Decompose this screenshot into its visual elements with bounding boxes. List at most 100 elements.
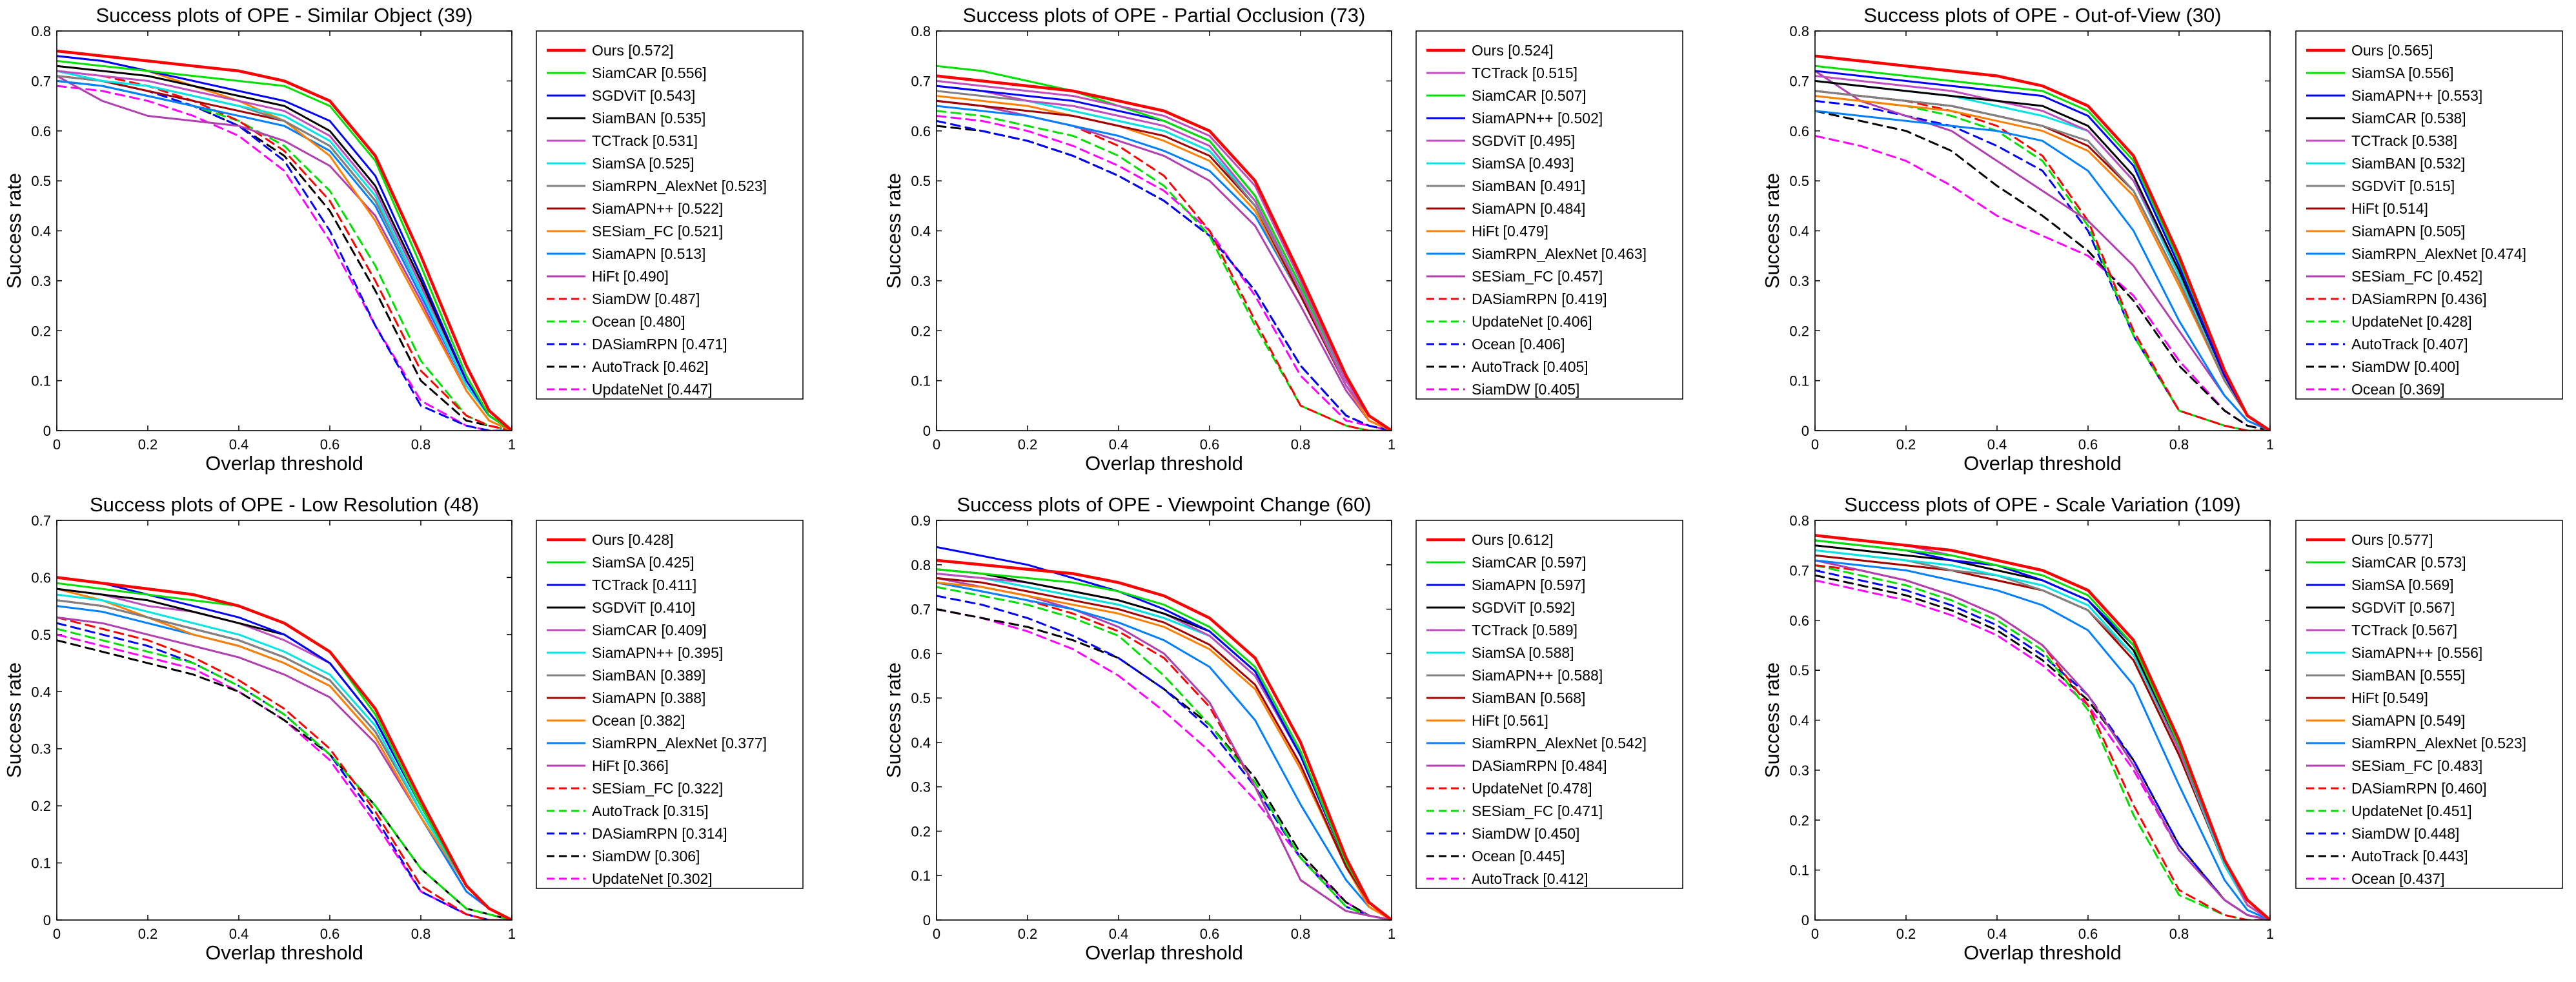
series-line-SiamDW xyxy=(57,639,512,920)
axes-frame xyxy=(1814,30,2271,431)
y-tick-label: 0 xyxy=(923,423,931,439)
legend-entry: SiamSA [0.425] xyxy=(592,554,695,571)
legend-entry: AutoTrack [0.462] xyxy=(592,358,709,375)
legend-entry: DASiamRPN [0.471] xyxy=(592,336,727,353)
x-axis-label: Overlap threshold xyxy=(1963,941,2122,964)
y-axis-label: Success rate xyxy=(3,662,25,778)
x-tick-label: 1 xyxy=(1388,926,1395,942)
legend-entry: Ours [0.428] xyxy=(592,531,674,548)
series-line-SGDViT xyxy=(1815,90,2270,431)
x-tick-label: 0.8 xyxy=(2169,436,2189,453)
x-tick-label: 0.6 xyxy=(320,926,340,942)
y-tick-label: 0.3 xyxy=(1789,273,1809,289)
y-axis-label: Success rate xyxy=(882,662,905,778)
y-tick-label: 0.9 xyxy=(911,513,931,529)
series-lines xyxy=(57,576,512,920)
legend-entry: SiamCAR [0.573] xyxy=(2351,554,2466,571)
y-tick-label: 0.1 xyxy=(1789,863,1809,879)
legend-entry: UpdateNet [0.447] xyxy=(592,381,713,398)
legend-entry: SiamRPN_AlexNet [0.377] xyxy=(592,735,767,752)
legend-entry: SiamBAN [0.568] xyxy=(1472,690,1585,706)
legend-entry: SiamAPN++ [0.522] xyxy=(592,200,723,217)
y-tick-label: 0.7 xyxy=(911,73,931,89)
series-line-SiamDW xyxy=(57,70,512,431)
legend-entry: DASiamRPN [0.460] xyxy=(2351,780,2487,797)
x-tick-label: 0 xyxy=(1811,436,1819,453)
legend-entry: Ocean [0.437] xyxy=(2351,870,2445,887)
y-tick-label: 0.3 xyxy=(911,779,931,795)
legend-entry: SiamRPN_AlexNet [0.523] xyxy=(592,178,767,194)
legend-entry: HiFt [0.366] xyxy=(592,757,669,774)
y-tick-label: 0.1 xyxy=(1789,373,1809,389)
y-tick-label: 0.4 xyxy=(31,223,51,240)
legend-entry: SiamAPN++ [0.395] xyxy=(592,644,723,661)
series-line-SiamRPN_AlexNet xyxy=(937,581,1392,920)
x-tick-label: 0.4 xyxy=(1109,926,1129,942)
legend-entry: SiamBAN [0.555] xyxy=(2351,667,2465,684)
legend-entry: TCTrack [0.531] xyxy=(592,132,698,149)
y-tick-label: 0.5 xyxy=(911,173,931,189)
legend-entry: SESiam_FC [0.457] xyxy=(1472,268,1603,285)
legend-entry: HiFt [0.514] xyxy=(2351,200,2428,217)
series-line-Ours xyxy=(1815,533,2270,920)
legend-entry: SGDViT [0.410] xyxy=(592,599,695,616)
x-tick-label: 1 xyxy=(2266,926,2274,942)
legend-entry: SGDViT [0.567] xyxy=(2351,599,2455,616)
y-tick-label: 0.1 xyxy=(911,373,931,389)
y-tick-label: 0 xyxy=(43,912,51,928)
legend-box xyxy=(1415,30,1683,400)
y-tick-label: 0.7 xyxy=(911,602,931,618)
x-tick-label: 0.4 xyxy=(229,926,249,942)
legend-entry: DASiamRPN [0.436] xyxy=(2351,291,2487,307)
legend-entry: SiamDW [0.400] xyxy=(2351,358,2459,375)
legend-entry: Ours [0.577] xyxy=(2351,531,2433,548)
y-tick-label: 0.8 xyxy=(31,23,51,39)
x-tick-label: 0.4 xyxy=(1109,436,1129,453)
legend-entry: SiamBAN [0.535] xyxy=(592,110,705,127)
legend-entry: SESiam_FC [0.471] xyxy=(1472,803,1603,819)
x-tick-label: 0.2 xyxy=(1018,926,1038,942)
y-tick-label: 0.4 xyxy=(1789,223,1809,240)
y-tick-label: 0.5 xyxy=(1789,173,1809,189)
legend-entry: Ours [0.572] xyxy=(592,42,674,59)
series-line-Ours xyxy=(937,74,1392,431)
x-tick-label: 0.8 xyxy=(411,926,431,942)
legend-entry: SiamAPN++ [0.556] xyxy=(2351,644,2482,661)
y-tick-label: 0 xyxy=(923,912,931,928)
x-tick-label: 0.6 xyxy=(1200,926,1220,942)
legend-entry: SiamBAN [0.389] xyxy=(592,667,705,684)
legend-entry: UpdateNet [0.302] xyxy=(592,870,713,887)
legend-entry: SiamAPN [0.513] xyxy=(592,245,705,262)
y-tick-label: 0.1 xyxy=(31,855,51,872)
y-tick-label: 0.1 xyxy=(911,868,931,884)
legend: Ours [0.572] SiamCAR [0.556] SGDViT [0.543… xyxy=(536,30,804,400)
series-lines xyxy=(937,65,1392,431)
legend-entry: Ours [0.565] xyxy=(2351,42,2433,59)
plot-area xyxy=(937,31,1392,431)
chart-panel: Success plots of OPE - Similar Object (3… xyxy=(3,4,804,475)
y-axis-label: Success rate xyxy=(1761,662,1783,778)
plot-area xyxy=(1815,31,2270,431)
y-tick-label: 0.4 xyxy=(911,735,931,751)
legend-entry: SiamBAN [0.491] xyxy=(1472,178,1585,194)
y-axis-label: Success rate xyxy=(882,173,905,289)
legend-entry: SESiam_FC [0.322] xyxy=(592,780,723,797)
y-tick-label: 0.6 xyxy=(911,646,931,662)
legend-box xyxy=(2295,30,2563,400)
x-tick-label: 0.4 xyxy=(1987,926,2007,942)
series-line-SESiam_FC xyxy=(1815,559,2270,920)
x-axis-label: Overlap threshold xyxy=(1085,452,1243,475)
y-tick-label: 0.3 xyxy=(1789,762,1809,779)
legend-entry: AutoTrack [0.407] xyxy=(2351,336,2468,353)
chart-title: Success plots of OPE - Similar Object (3… xyxy=(96,4,472,26)
x-axis-label: Overlap threshold xyxy=(205,452,363,475)
legend-entry: DASiamRPN [0.314] xyxy=(592,825,727,842)
chart-panel: Success plots of OPE - Scale Variation (… xyxy=(1761,493,2563,964)
y-tick-label: 0.8 xyxy=(1789,23,1809,39)
axes-frame xyxy=(56,30,512,431)
x-tick-label: 0.8 xyxy=(1291,926,1311,942)
legend-entry: Ours [0.612] xyxy=(1472,531,1554,548)
x-tick-label: 1 xyxy=(508,926,516,942)
x-tick-label: 0.2 xyxy=(1018,436,1038,453)
legend-entry: DASiamRPN [0.484] xyxy=(1472,757,1607,774)
